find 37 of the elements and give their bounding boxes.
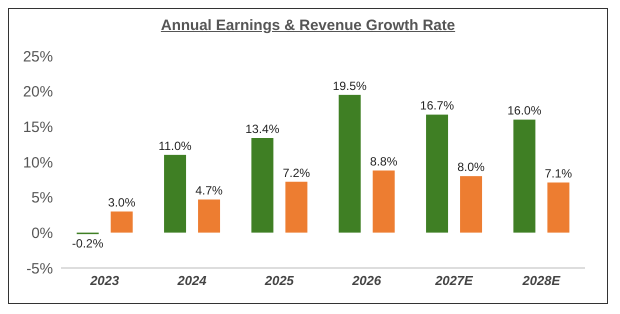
data-label: 13.4%: [245, 122, 280, 136]
y-tick-label: 25%: [22, 48, 53, 66]
x-tick-label: 2023: [89, 273, 120, 288]
data-label: 7.1%: [544, 166, 572, 180]
data-label: 8.0%: [457, 160, 486, 174]
data-label: 11.0%: [158, 138, 192, 153]
bar: [164, 154, 186, 233]
bar: [285, 182, 308, 233]
data-label: 7.2%: [282, 166, 310, 180]
data-label: 4.7%: [195, 183, 224, 198]
x-tick-label: 2028E: [522, 273, 560, 288]
data-label: -0.2%: [72, 236, 104, 251]
bar: [338, 94, 361, 233]
bar: [251, 138, 274, 233]
bar: [460, 176, 482, 233]
y-tick-label: 5%: [31, 190, 53, 207]
bar: [198, 199, 220, 233]
y-tick-label: -5%: [26, 260, 53, 278]
y-tick-label: 20%: [22, 84, 53, 101]
bar: [426, 114, 448, 233]
chart-title: Annual Earnings & Revenue Growth Rate: [160, 17, 456, 34]
bar: [372, 170, 395, 233]
bar: [110, 211, 133, 233]
x-tick-label: 2025: [264, 273, 295, 288]
bar: [547, 182, 570, 233]
y-tick-label: 15%: [22, 118, 53, 136]
x-tick-label: 2027E: [434, 273, 474, 288]
x-tick-label: 2024: [176, 273, 208, 288]
y-tick-label: 0%: [31, 224, 53, 242]
data-label: 8.8%: [370, 154, 398, 168]
bar: [513, 120, 536, 233]
data-label: 3.0%: [108, 195, 136, 210]
data-label: 16.7%: [420, 98, 454, 113]
x-tick-label: 2026: [351, 273, 382, 288]
y-tick-label: 10%: [22, 154, 53, 172]
data-label: 16.0%: [507, 104, 542, 118]
data-label: 19.5%: [332, 78, 368, 93]
